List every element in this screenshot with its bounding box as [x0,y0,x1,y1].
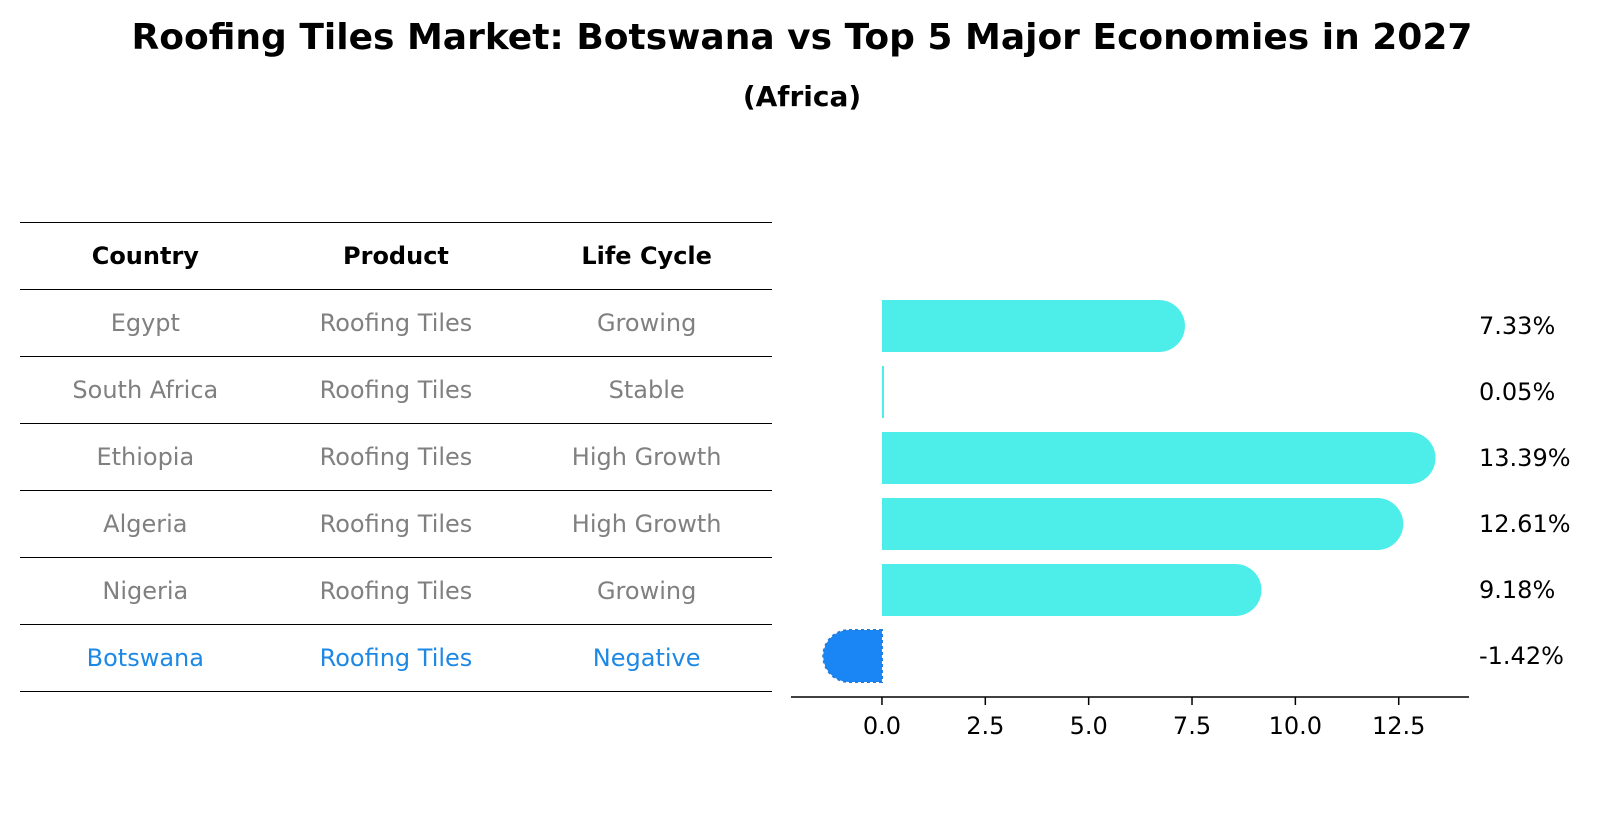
value-label: -1.42% [1479,642,1564,670]
cell-product: Roofing Tiles [270,490,522,558]
value-label: 9.18% [1479,576,1555,604]
x-tick-label: 5.0 [1070,712,1108,740]
value-label: 7.33% [1479,312,1555,340]
bar-south-africa [881,366,885,418]
value-label: 12.61% [1479,510,1571,538]
header-life-cycle: Life Cycle [521,222,772,290]
market-table: Country Product Life Cycle Egypt Roofing… [20,222,772,692]
cell-life-cycle: High Growth [521,423,772,491]
cell-product: Roofing Tiles [270,624,522,692]
value-label: 13.39% [1479,444,1571,472]
bar-nigeria [881,564,1262,616]
bar-egypt [881,300,1185,352]
cell-country: South Africa [20,356,271,424]
header-country: Country [20,222,271,290]
cell-country: Egypt [20,289,271,357]
header-product: Product [270,222,522,290]
table-header-row: Country Product Life Cycle [20,222,772,290]
value-label: 0.05% [1479,378,1555,406]
table-row: Egypt Roofing Tiles Growing [20,289,772,357]
table-row: South Africa Roofing Tiles Stable [20,356,772,424]
cell-product: Roofing Tiles [270,289,522,357]
cell-life-cycle: Negative [521,624,772,692]
x-tick-label: 7.5 [1173,712,1211,740]
cell-life-cycle: Growing [521,557,772,625]
cell-country: Nigeria [20,557,271,625]
cell-country: Botswana [20,624,271,692]
bar-algeria [881,498,1404,550]
chart-title: Roofing Tiles Market: Botswana vs Top 5 … [131,17,1473,58]
bar-ethiopia [881,432,1436,484]
table-row-highlight: Botswana Roofing Tiles Negative [20,624,772,692]
x-tick-label: 0.0 [863,712,901,740]
cell-life-cycle: High Growth [521,490,772,558]
cell-life-cycle: Growing [521,289,772,357]
cell-country: Algeria [20,490,271,558]
x-tick-label: 2.5 [966,712,1004,740]
cell-product: Roofing Tiles [270,557,522,625]
table-row: Ethiopia Roofing Tiles High Growth [20,423,772,491]
cell-product: Roofing Tiles [270,356,522,424]
cell-country: Ethiopia [20,423,271,491]
table-row: Nigeria Roofing Tiles Growing [20,557,772,625]
chart-subtitle: (Africa) [742,80,862,113]
cell-product: Roofing Tiles [270,423,522,491]
x-tick-label: 10.0 [1269,712,1322,740]
x-tick-label: 12.5 [1372,712,1425,740]
bar-botswana [822,629,883,683]
table-row: Algeria Roofing Tiles High Growth [20,490,772,558]
